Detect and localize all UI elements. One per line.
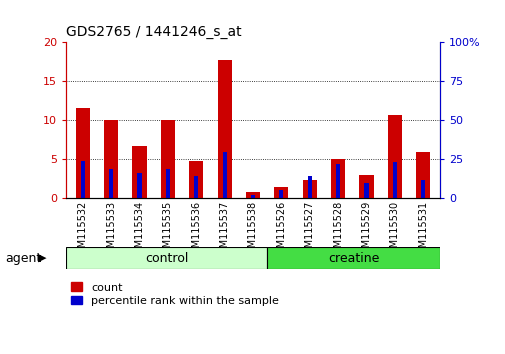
Bar bbox=[359, 175, 373, 198]
Text: creatine: creatine bbox=[327, 252, 379, 264]
Bar bbox=[364, 183, 368, 198]
Bar bbox=[80, 161, 85, 198]
FancyBboxPatch shape bbox=[66, 247, 267, 269]
Bar bbox=[392, 162, 396, 198]
Text: GDS2765 / 1441246_s_at: GDS2765 / 1441246_s_at bbox=[66, 25, 241, 39]
Bar bbox=[222, 152, 226, 198]
Bar bbox=[279, 190, 283, 198]
Bar bbox=[307, 176, 311, 198]
Bar bbox=[104, 120, 118, 198]
Bar bbox=[217, 59, 231, 198]
Text: agent: agent bbox=[5, 252, 41, 264]
Bar bbox=[274, 187, 288, 198]
FancyBboxPatch shape bbox=[267, 247, 439, 269]
Bar bbox=[330, 159, 344, 198]
Legend: count, percentile rank within the sample: count, percentile rank within the sample bbox=[71, 282, 279, 306]
Bar bbox=[302, 179, 316, 198]
Bar bbox=[132, 146, 146, 198]
Bar bbox=[189, 161, 203, 198]
Bar bbox=[250, 195, 255, 198]
Bar bbox=[415, 152, 429, 198]
Text: control: control bbox=[144, 252, 188, 264]
Bar bbox=[335, 164, 339, 198]
Bar bbox=[137, 173, 141, 198]
Bar bbox=[109, 169, 113, 198]
Bar bbox=[194, 176, 198, 198]
Bar bbox=[387, 115, 401, 198]
Bar bbox=[420, 179, 425, 198]
Bar bbox=[161, 120, 175, 198]
Bar bbox=[166, 169, 170, 198]
Text: ▶: ▶ bbox=[38, 253, 46, 263]
Bar bbox=[245, 192, 260, 198]
Bar bbox=[76, 108, 90, 198]
